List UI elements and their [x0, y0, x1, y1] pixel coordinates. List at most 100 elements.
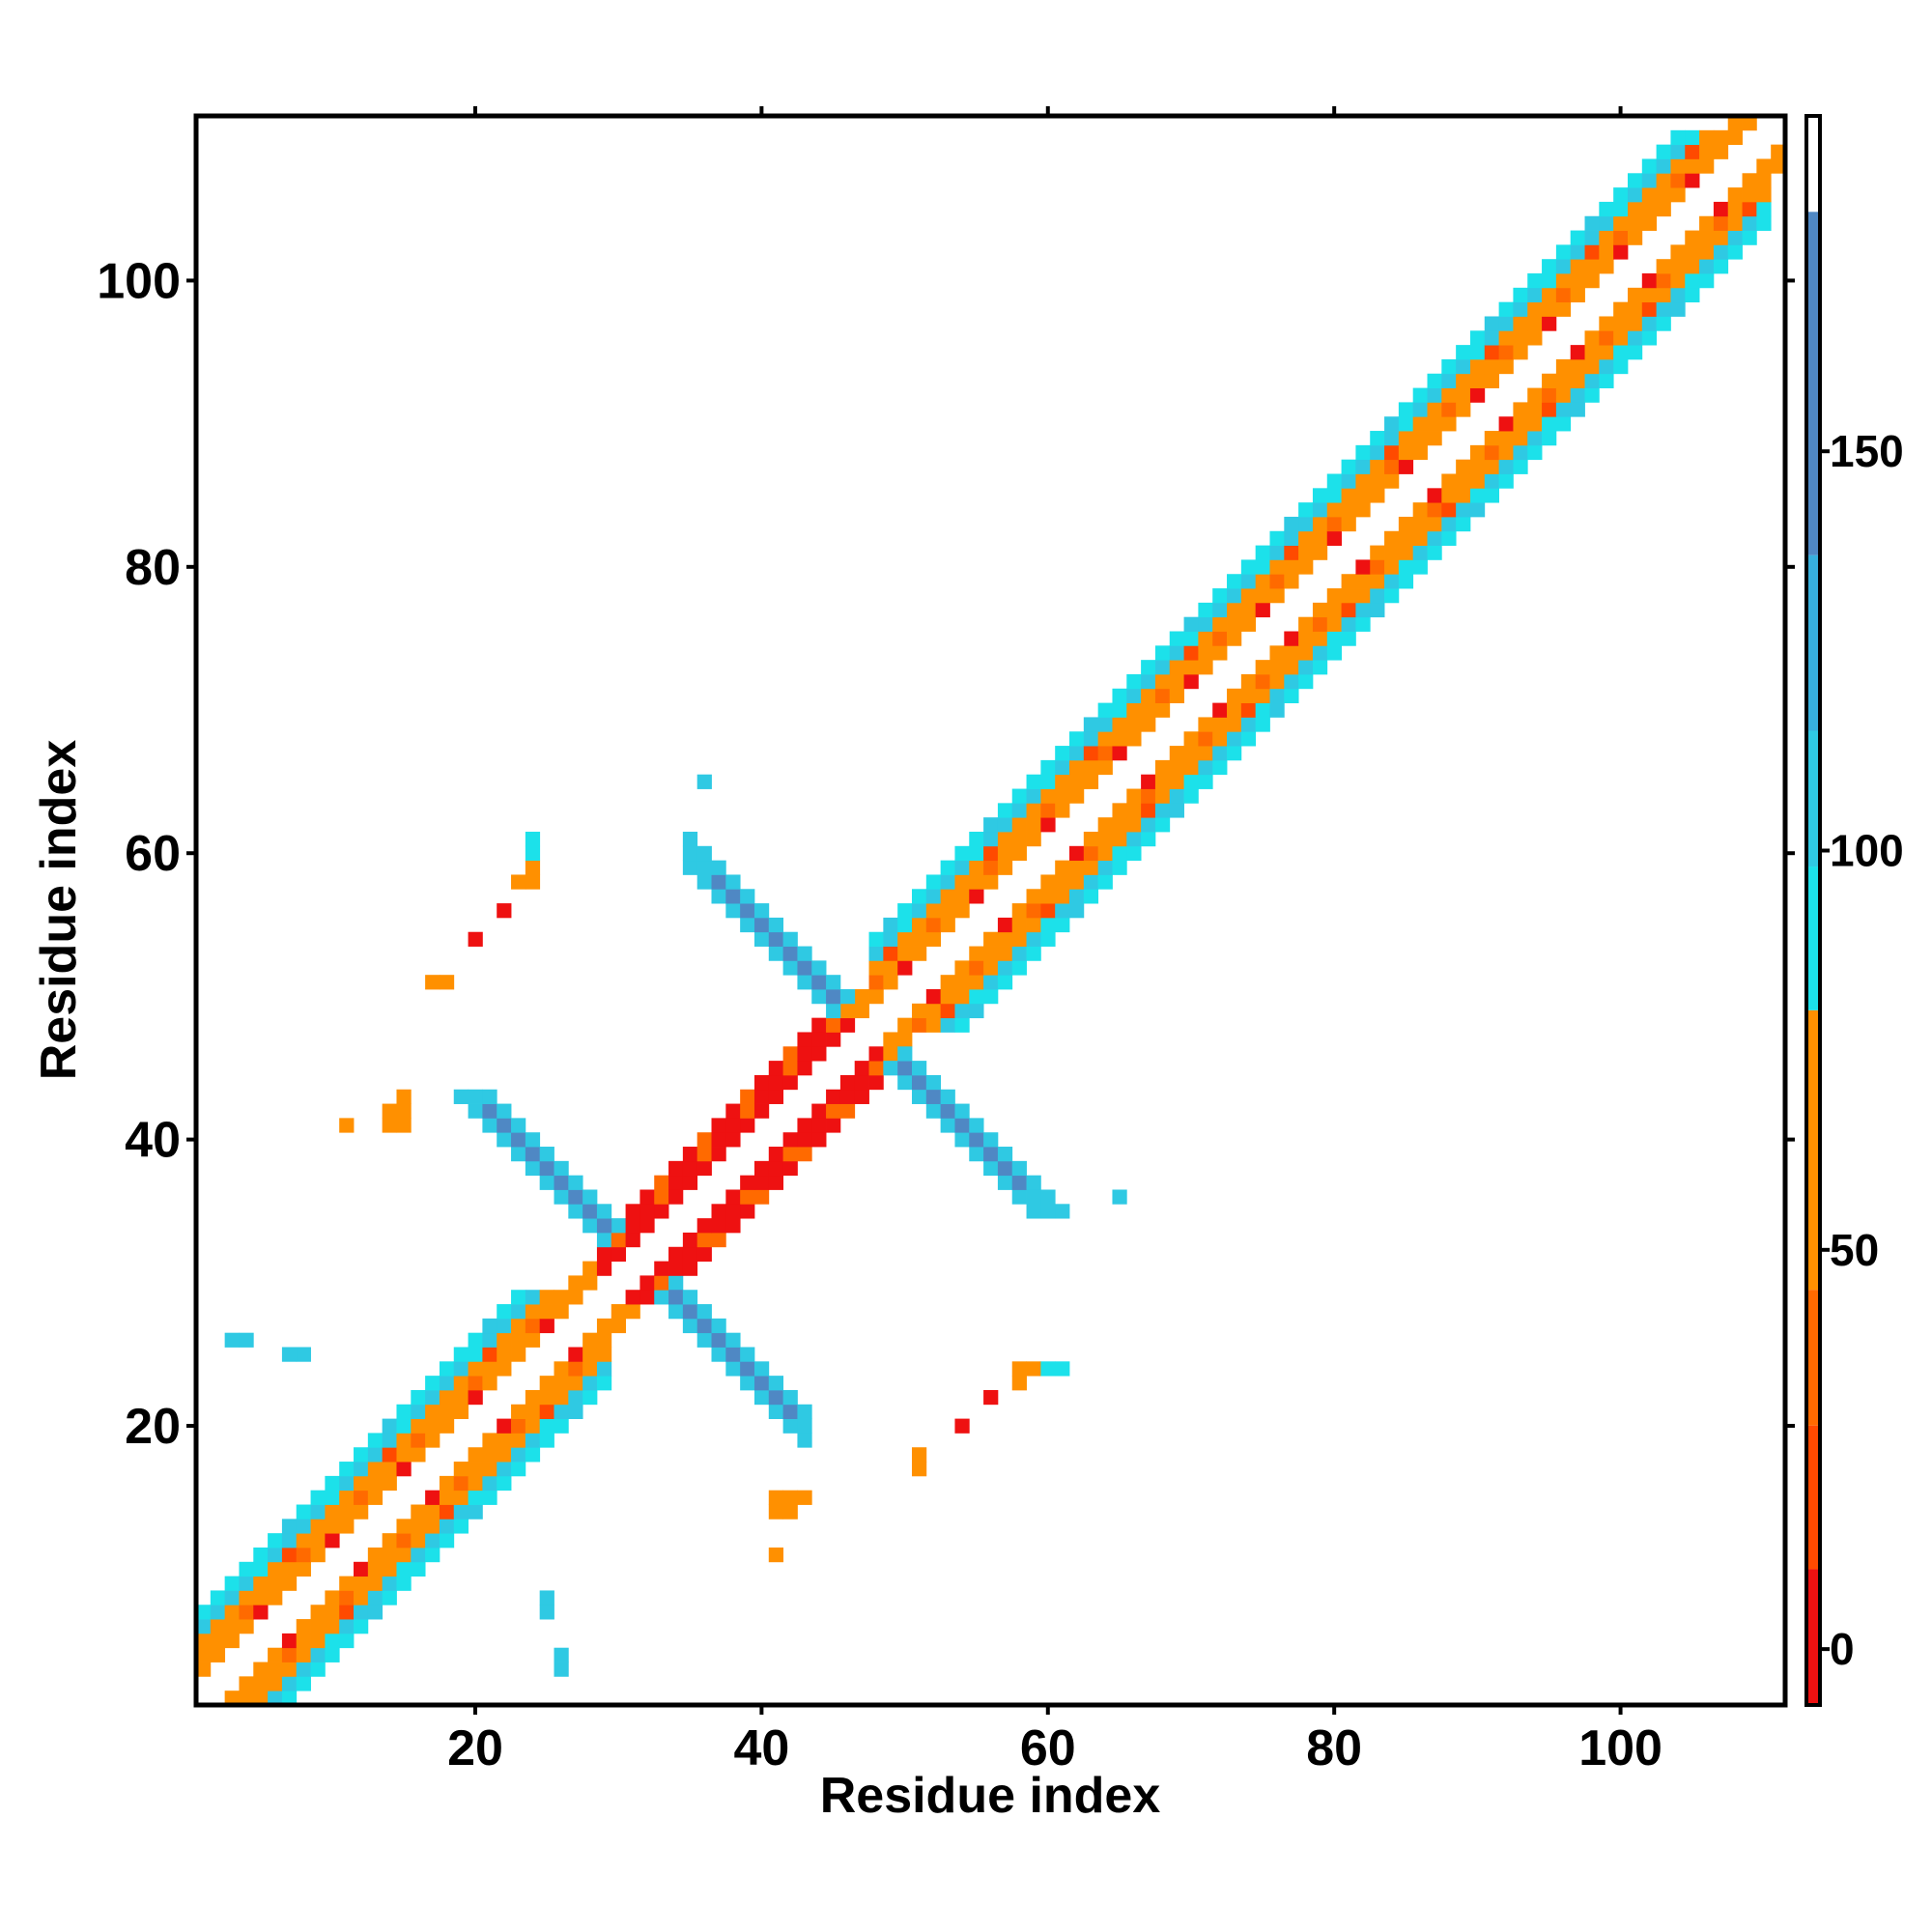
heatmap-cell: [740, 903, 755, 919]
heatmap-cell: [969, 1147, 984, 1162]
heatmap-cell: [497, 1332, 512, 1348]
heatmap-cell: [1427, 416, 1442, 432]
heatmap-cell: [983, 817, 999, 833]
heatmap-cell: [911, 1447, 927, 1463]
heatmap-cell: [1097, 731, 1113, 747]
heatmap-cell: [1555, 273, 1572, 289]
heatmap-cell: [1656, 316, 1671, 331]
heatmap-cell: [525, 845, 541, 862]
heatmap-cell: [1542, 316, 1557, 331]
heatmap-cell: [382, 1433, 397, 1448]
heatmap-cell: [940, 917, 955, 933]
heatmap-cell: [439, 1504, 455, 1520]
heatmap-cell: [1312, 488, 1328, 503]
heatmap-cell: [1269, 574, 1285, 589]
heatmap-cell: [367, 1447, 384, 1463]
heatmap-cell: [654, 1290, 669, 1305]
heatmap-cell: [1298, 530, 1314, 546]
heatmap-cell: [511, 1147, 526, 1162]
heatmap-cell: [897, 903, 913, 919]
heatmap-cell: [439, 1418, 455, 1434]
heatmap-cell: [696, 1160, 712, 1177]
heatmap-cell: [468, 1376, 483, 1391]
heatmap-cell: [1312, 516, 1328, 532]
heatmap-cell: [997, 975, 1013, 990]
heatmap-cell: [826, 1089, 841, 1104]
heatmap-cell: [497, 1361, 512, 1377]
heatmap-cell: [1341, 616, 1356, 632]
heatmap-cell: [1542, 387, 1557, 403]
heatmap-cell: [1570, 230, 1585, 245]
heatmap-cell: [997, 1160, 1013, 1177]
heatmap-cell: [539, 1590, 554, 1605]
heatmap-cell: [1240, 602, 1257, 618]
heatmap-cell: [396, 1103, 412, 1119]
heatmap-cell: [925, 917, 942, 933]
heatmap-cell: [1240, 574, 1257, 589]
heatmap-cell: [854, 989, 869, 1005]
heatmap-cell: [1154, 774, 1171, 789]
heatmap-cell: [983, 860, 999, 875]
heatmap-cell: [1527, 301, 1543, 317]
heatmap-cell: [382, 1103, 397, 1119]
heatmap-cell: [239, 1576, 254, 1591]
heatmap-cell: [1269, 645, 1285, 661]
heatmap-cell: [425, 1418, 440, 1434]
colorbar-tick-label: 100: [1830, 826, 1904, 876]
heatmap-cell: [969, 1118, 984, 1133]
heatmap-cell: [1456, 516, 1471, 532]
heatmap-cell: [1312, 502, 1328, 518]
heatmap-cell: [1011, 960, 1027, 976]
heatmap-cell: [940, 903, 955, 919]
heatmap-cell: [396, 1519, 412, 1534]
y-tick-label: 80: [125, 540, 181, 596]
heatmap-cell: [1040, 817, 1056, 833]
heatmap-cell: [1341, 488, 1356, 503]
heatmap-cell: [453, 1519, 469, 1534]
heatmap-cell: [897, 1017, 913, 1033]
heatmap-cell: [711, 889, 726, 904]
y-axis-ticks: 20 40 60 80 100: [97, 253, 1795, 1455]
heatmap-cell: [1570, 259, 1585, 274]
heatmap-cell: [797, 1418, 812, 1434]
heatmap-cell: [239, 1605, 254, 1620]
heatmap-cell: [1326, 602, 1342, 618]
heatmap-cell: [740, 1347, 755, 1362]
heatmap-cell: [940, 860, 955, 875]
heatmap-cell: [1055, 874, 1070, 890]
heatmap-cell: [1011, 946, 1027, 961]
heatmap-cells: [196, 116, 1786, 1706]
heatmap-cell: [367, 1433, 384, 1448]
heatmap-cell: [1141, 788, 1156, 804]
heatmap-cell: [497, 1433, 512, 1448]
heatmap-cell: [1055, 889, 1070, 904]
heatmap-cell: [969, 1132, 984, 1148]
heatmap-cell: [1456, 473, 1471, 489]
heatmap-cell: [1484, 345, 1499, 360]
heatmap-cell: [983, 1132, 999, 1148]
heatmap-cell: [1227, 702, 1242, 718]
heatmap-cell: [1341, 516, 1356, 532]
heatmap-cell: [1584, 387, 1600, 403]
heatmap-cell: [1240, 702, 1257, 718]
heatmap-cell: [696, 1147, 712, 1162]
heatmap-cell: [1169, 803, 1184, 818]
heatmap-cell: [1355, 444, 1371, 461]
heatmap-cell: [1183, 759, 1199, 776]
heatmap-cell: [940, 975, 955, 990]
heatmap-cell: [1641, 316, 1658, 331]
heatmap-cell: [367, 1576, 384, 1591]
heatmap-cell: [281, 1347, 298, 1362]
heatmap-cell: [1341, 588, 1356, 604]
heatmap-cell: [1398, 545, 1414, 560]
heatmap-cell: [1326, 473, 1342, 489]
heatmap-cell: [753, 917, 770, 933]
heatmap-cell: [1255, 688, 1270, 704]
heatmap-cell: [740, 889, 755, 904]
heatmap-cell: [1227, 746, 1242, 761]
heatmap-cell: [696, 860, 712, 875]
heatmap-cell: [296, 1519, 311, 1534]
heatmap-cell: [711, 1347, 726, 1362]
heatmap-cell: [1484, 358, 1499, 375]
heatmap-cell: [682, 1304, 698, 1320]
